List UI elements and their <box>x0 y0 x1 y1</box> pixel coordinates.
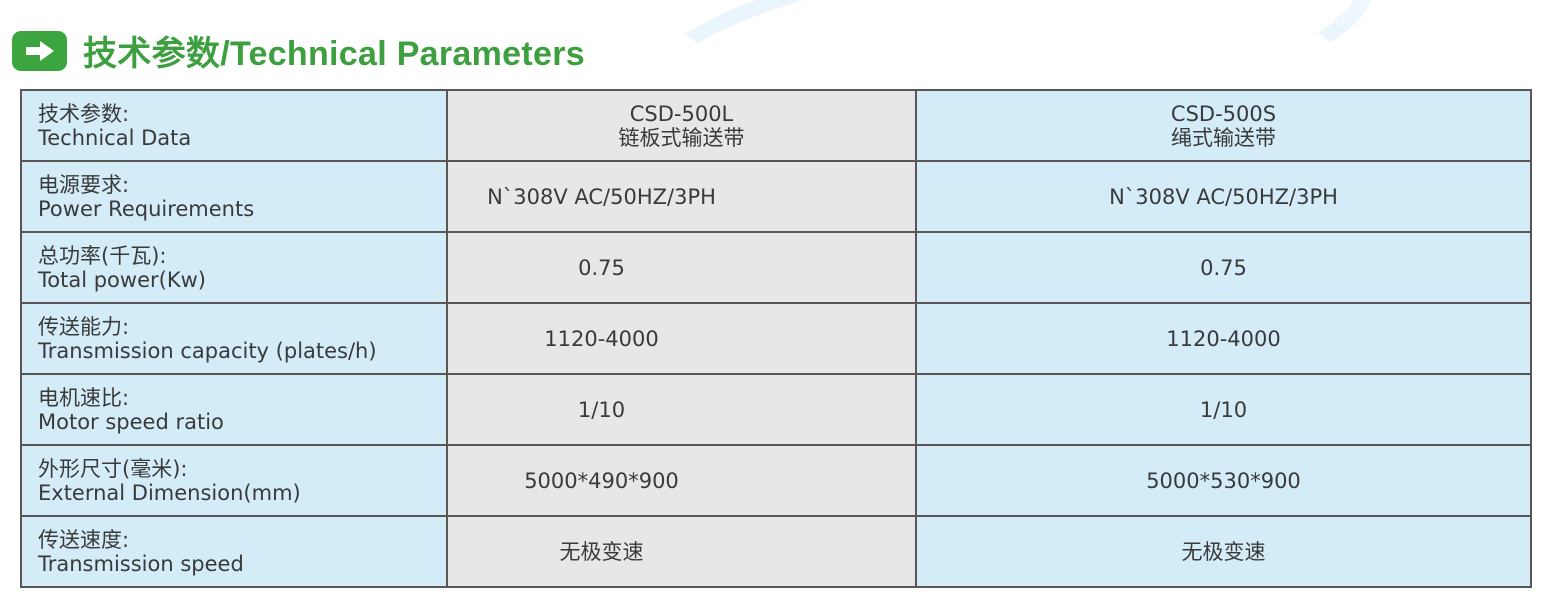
row-label-cell: 电机速比: Motor speed ratio <box>20 373 448 446</box>
label-cn: 技术参数: <box>38 101 130 126</box>
label-en: Transmission capacity (plates/h) <box>38 338 377 363</box>
arrow-right-icon <box>12 30 67 71</box>
row-label-cell: 传送能力: Transmission capacity (plates/h) <box>20 302 448 375</box>
model-l-value: 无极变速 <box>446 515 917 588</box>
table-header-row: 技术参数: Technical Data CSD-500L 链板式输送带 CSD… <box>20 89 1532 162</box>
section-heading: 技术参数/Technical Parameters <box>12 26 585 75</box>
model-s-value: 1120-4000 <box>915 302 1532 375</box>
label-cn: 电机速比: <box>38 385 130 410</box>
row-label-cell: 总功率(千瓦): Total power(Kw) <box>20 231 448 304</box>
label-en: Technical Data <box>38 125 192 150</box>
row-label-cell: 外形尺寸(毫米): External Dimension(mm) <box>20 444 448 517</box>
label-cn: 总功率(千瓦): <box>38 243 167 268</box>
model-s-name: CSD-500S <box>1170 101 1277 126</box>
label-cn: 传送速度: <box>38 527 130 552</box>
label-cn: 电源要求: <box>38 172 130 197</box>
table-row: 传送速度: Transmission speed 无极变速 无极变速 <box>20 515 1532 588</box>
model-l-value: 0.75 <box>446 231 917 304</box>
label-en: Total power(Kw) <box>38 267 206 292</box>
label-en: Motor speed ratio <box>38 409 224 434</box>
table-row: 电机速比: Motor speed ratio 1/10 1/10 <box>20 373 1532 446</box>
model-l-type: 链板式输送带 <box>618 125 745 150</box>
table-row: 电源要求: Power Requirements N`308V AC/50HZ/… <box>20 160 1532 233</box>
row-label-cell: 电源要求: Power Requirements <box>20 160 448 233</box>
label-cn: 传送能力: <box>38 314 130 339</box>
model-l-value: 1120-4000 <box>446 302 917 375</box>
label-en: Transmission speed <box>38 551 244 576</box>
label-en: Power Requirements <box>38 196 255 221</box>
table-row: 总功率(千瓦): Total power(Kw) 0.75 0.75 <box>20 231 1532 304</box>
header-model-s: CSD-500S 绳式输送带 <box>915 89 1532 162</box>
model-s-value: N`308V AC/50HZ/3PH <box>915 160 1532 233</box>
header-model-l: CSD-500L 链板式输送带 <box>446 89 917 162</box>
model-l-value: 5000*490*900 <box>446 444 917 517</box>
model-s-value: 0.75 <box>915 231 1532 304</box>
header-label-cell: 技术参数: Technical Data <box>20 89 448 162</box>
model-l-name: CSD-500L <box>629 101 734 126</box>
table-row: 外形尺寸(毫米): External Dimension(mm) 5000*49… <box>20 444 1532 517</box>
technical-parameters-table: 技术参数: Technical Data CSD-500L 链板式输送带 CSD… <box>20 89 1532 588</box>
model-l-value: N`308V AC/50HZ/3PH <box>446 160 917 233</box>
model-s-value: 5000*530*900 <box>915 444 1532 517</box>
label-en: External Dimension(mm) <box>38 480 301 505</box>
page-title: 技术参数/Technical Parameters <box>83 35 585 73</box>
model-s-value: 1/10 <box>915 373 1532 446</box>
model-s-type: 绳式输送带 <box>1171 125 1276 150</box>
table-row: 传送能力: Transmission capacity (plates/h) 1… <box>20 302 1532 375</box>
label-cn: 外形尺寸(毫米): <box>38 456 188 481</box>
model-l-value: 1/10 <box>446 373 917 446</box>
row-label-cell: 传送速度: Transmission speed <box>20 515 448 588</box>
model-s-value: 无极变速 <box>915 515 1532 588</box>
